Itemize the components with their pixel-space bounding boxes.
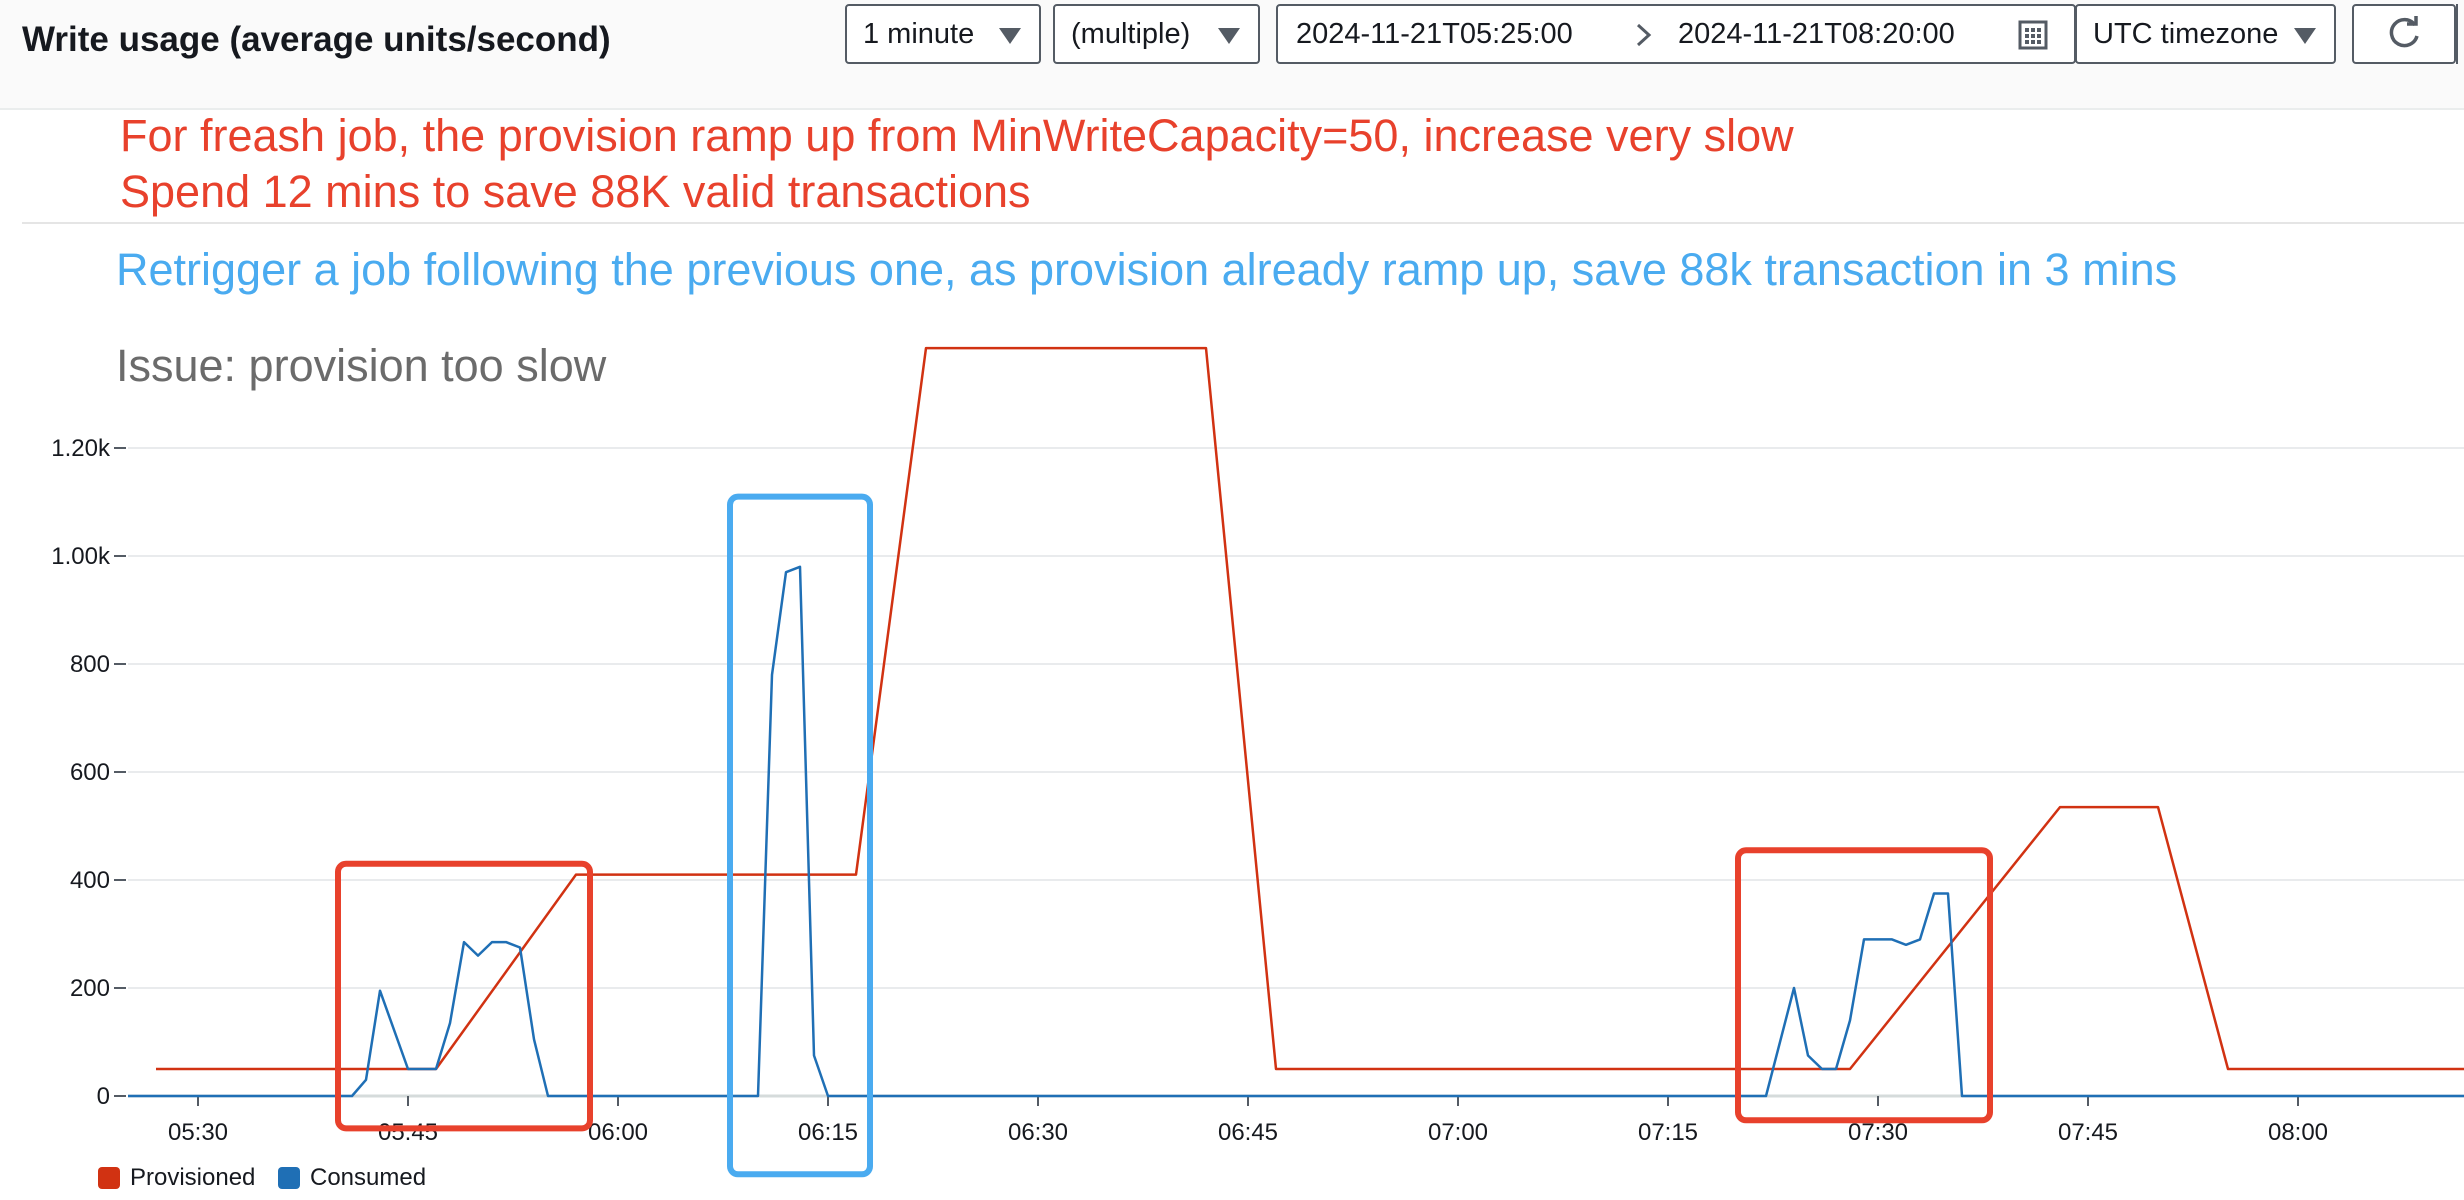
widget-header: Write usage (average units/second) 1 min… <box>0 0 2464 110</box>
statistic-value: (multiple) <box>1071 17 1191 50</box>
x-tick-label: 07:30 <box>1848 1119 1908 1146</box>
legend-swatch-consumed <box>278 1167 300 1189</box>
timezone-select[interactable]: UTC timezone <box>2075 4 2336 64</box>
legend-label-provisioned: Provisioned <box>130 1164 256 1191</box>
annotation-separator <box>22 222 2464 224</box>
widget-title: Write usage (average units/second) <box>22 20 611 59</box>
x-tick-label: 06:30 <box>1008 1119 1068 1146</box>
timezone-value: UTC timezone <box>2093 17 2279 50</box>
y-tick-label: 200 <box>70 975 110 1002</box>
range-end: 2024-11-21T08:20:00 <box>1678 18 1955 50</box>
x-tick-label: 06:00 <box>588 1119 648 1146</box>
legend-provisioned[interactable]: Provisioned <box>98 1164 255 1192</box>
annotation-red-line2: Spend 12 mins to save 88K valid transact… <box>120 166 1031 217</box>
x-tick-label: 06:15 <box>798 1119 858 1146</box>
x-tick-label: 07:00 <box>1428 1119 1488 1146</box>
y-tick-label: 1.20k <box>51 435 111 462</box>
refresh-button[interactable] <box>2352 4 2456 64</box>
chevron-right-icon <box>1636 23 1652 47</box>
highlight-box-blue <box>727 493 873 1178</box>
y-tick-label: 400 <box>70 867 110 894</box>
series-line-consumed <box>128 565 2464 1098</box>
y-tick-label: 1.00k <box>51 543 111 570</box>
y-tick-label: 800 <box>70 651 110 678</box>
period-value: 1 minute <box>863 17 975 50</box>
highlight-box-red <box>1735 847 1993 1124</box>
date-range-picker[interactable]: 2024-11-21T05:25:00 2024-11-21T08:20:00 <box>1276 4 2076 64</box>
highlight-box-red <box>335 860 593 1132</box>
caret-down-icon <box>2294 28 2316 44</box>
x-tick-label: 06:45 <box>1218 1119 1278 1146</box>
x-tick-label: 08:00 <box>2268 1119 2328 1146</box>
legend-consumed[interactable]: Consumed <box>278 1164 426 1192</box>
annotation-red: For freash job, the provision ramp up fr… <box>120 108 1794 220</box>
annotation-blue: Retrigger a job following the previous o… <box>116 244 2178 295</box>
y-tick-label: 0 <box>97 1083 110 1110</box>
series-line-provisioned <box>156 346 2464 1071</box>
legend-label-consumed: Consumed <box>310 1164 427 1191</box>
overflow-control-edge <box>2456 4 2464 64</box>
x-tick-label: 05:30 <box>168 1119 228 1146</box>
refresh-icon <box>2389 16 2419 48</box>
period-select[interactable]: 1 minute <box>845 4 1041 64</box>
annotation-gray: Issue: provision too slow <box>116 340 607 391</box>
y-tick-label: 600 <box>70 759 110 786</box>
statistic-select[interactable]: (multiple) <box>1053 4 1260 64</box>
legend-swatch-provisioned <box>98 1167 120 1189</box>
range-start: 2024-11-21T05:25:00 <box>1296 18 1573 50</box>
annotation-red-line1: For freash job, the provision ramp up fr… <box>120 110 1794 161</box>
x-tick-label: 07:15 <box>1638 1119 1698 1146</box>
x-tick-label: 05:45 <box>378 1119 438 1146</box>
caret-down-icon <box>999 28 1021 44</box>
calendar-icon[interactable] <box>2018 20 2048 50</box>
caret-down-icon <box>1218 28 1240 44</box>
x-tick-label: 07:45 <box>2058 1119 2118 1146</box>
